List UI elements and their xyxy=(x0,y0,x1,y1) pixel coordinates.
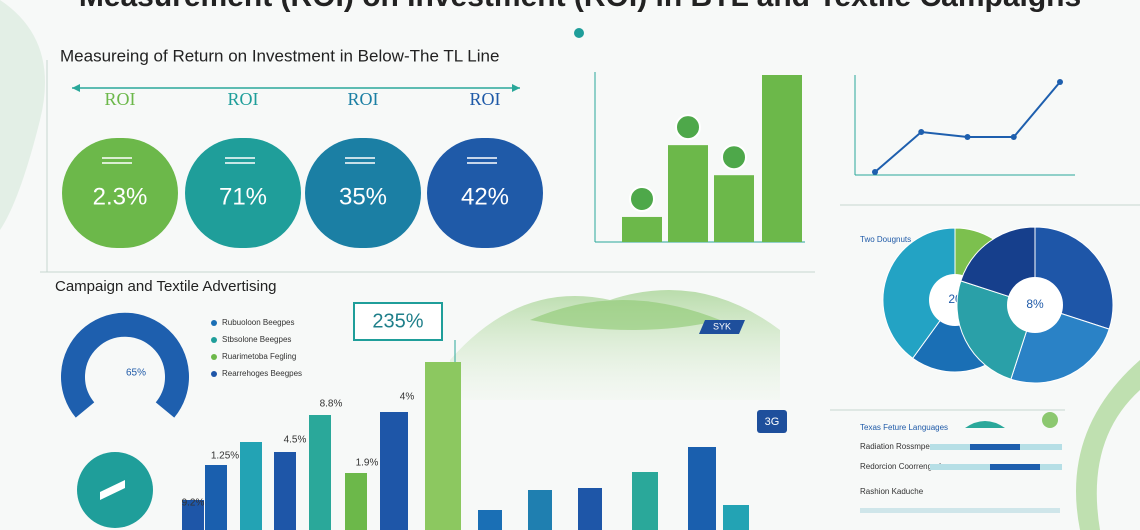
roi-value: 2.3% xyxy=(93,183,148,210)
roi-card xyxy=(185,138,301,248)
decor xyxy=(530,300,720,330)
bar-annotation: 4% xyxy=(400,392,415,403)
bar xyxy=(240,442,262,530)
point xyxy=(872,169,878,175)
roi-label: ROI xyxy=(105,89,136,109)
legend-dot xyxy=(211,354,217,360)
bar xyxy=(205,465,227,530)
roi-icon xyxy=(467,157,497,164)
badge xyxy=(757,410,787,433)
bar xyxy=(425,362,461,530)
roi-value: 42% xyxy=(461,183,509,210)
bar xyxy=(688,447,716,530)
bar xyxy=(345,473,367,530)
bar xyxy=(714,175,754,242)
gauge-label: 65% xyxy=(126,368,146,379)
bar xyxy=(182,500,204,530)
legend-dot xyxy=(211,337,217,343)
decor xyxy=(1076,360,1140,530)
bar-annotation: 4.5% xyxy=(284,435,307,446)
roi-card xyxy=(427,138,543,248)
table-title: Texas Feture Languages xyxy=(860,423,948,432)
roi-icon xyxy=(345,157,375,164)
bar xyxy=(380,412,408,530)
legend-label: Ruarimetoba Fegling xyxy=(222,352,296,361)
donut-slice xyxy=(882,227,956,359)
bar xyxy=(622,216,662,242)
donut-hole xyxy=(1007,277,1063,333)
bar-annotation: 1.9% xyxy=(356,458,379,469)
bar xyxy=(478,510,502,530)
point xyxy=(1010,134,1017,140)
line xyxy=(874,81,1061,173)
bar-icon xyxy=(629,185,655,212)
table-row-label: Redorcion Coorrenged xyxy=(860,462,941,471)
bar xyxy=(632,472,658,530)
roi-label: ROI xyxy=(470,89,501,109)
point xyxy=(918,129,925,135)
roi-value: 71% xyxy=(219,183,267,210)
legend-label: Rearrehoges Beegpes xyxy=(222,369,302,378)
legend-dot xyxy=(211,320,217,326)
bar xyxy=(274,452,296,530)
title: Measurement (ROI) on Investment (ROI) in… xyxy=(79,0,1081,13)
table-strip xyxy=(860,508,1060,513)
donut-label: 8% xyxy=(1026,297,1044,311)
icon xyxy=(100,480,125,500)
bar xyxy=(762,75,802,242)
table-strip xyxy=(970,444,1020,450)
donut-title: Two Dougnuts xyxy=(860,235,911,244)
tag xyxy=(699,320,745,334)
section-title: Campaign and Textile Advertising xyxy=(55,278,277,295)
decor xyxy=(0,0,45,230)
bar xyxy=(309,415,331,530)
table-strip xyxy=(990,464,1040,470)
point xyxy=(1057,79,1063,85)
roi-label: ROI xyxy=(228,89,259,109)
legend-label: Rubuoloon Beegpes xyxy=(222,318,295,327)
point xyxy=(964,134,971,140)
icon xyxy=(965,421,1005,428)
roi-label: ROI xyxy=(348,89,379,109)
roi-card xyxy=(62,138,178,248)
legend-label: Stbsolone Beegpes xyxy=(222,335,291,344)
bar-annotation: 8.8% xyxy=(320,399,343,410)
bar-annotation: 9.2% xyxy=(182,498,205,509)
gauge xyxy=(61,312,189,418)
bar xyxy=(668,145,708,242)
table-footer: Rashion Kaduche xyxy=(860,487,924,496)
icon xyxy=(1042,412,1058,428)
legend-dot xyxy=(211,371,217,377)
bar xyxy=(528,490,552,530)
roi-card xyxy=(305,138,421,248)
callout-box xyxy=(353,302,443,341)
table-row-label: Radiation Rossmpes xyxy=(860,442,934,451)
bar xyxy=(578,488,602,530)
roi-icon xyxy=(102,157,132,164)
roi-value: 35% xyxy=(339,183,387,210)
bar xyxy=(723,505,749,530)
badge-text: 3G xyxy=(765,416,780,428)
subtitle: Measureing of Return on Investment in Be… xyxy=(60,46,499,65)
decor xyxy=(574,28,584,38)
bar-annotation: 1.25% xyxy=(211,451,239,462)
tag-text: SYK xyxy=(713,321,731,331)
bar-icon xyxy=(675,114,701,141)
bar-icon xyxy=(721,144,747,171)
roi-icon xyxy=(225,157,255,164)
callout-value: 235% xyxy=(372,310,423,332)
